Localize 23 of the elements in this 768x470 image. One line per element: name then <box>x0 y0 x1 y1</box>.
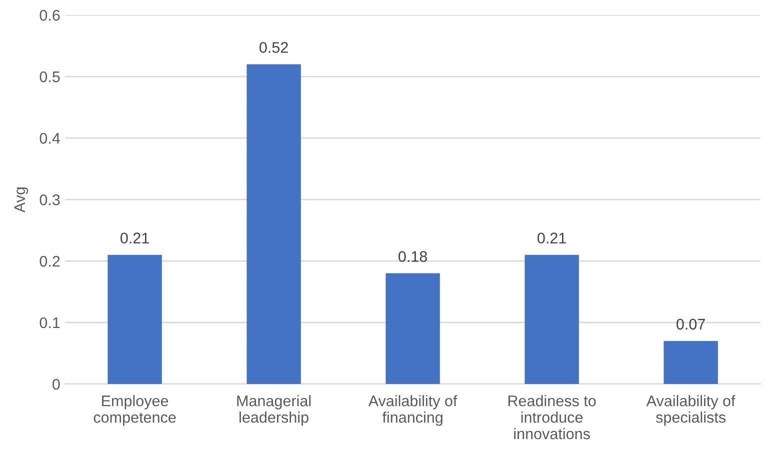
bar <box>246 64 301 384</box>
data-label: 0.52 <box>260 42 288 53</box>
bar <box>524 254 579 384</box>
y-tick-label: 0.5 <box>40 71 60 82</box>
bar <box>664 340 718 384</box>
data-label: 0.21 <box>120 232 149 244</box>
data-label: 0.21 <box>538 232 566 244</box>
y-tick-label: 0 <box>52 378 60 390</box>
x-tick-label: Availability of financing <box>368 395 458 426</box>
y-tick-label: 0.4 <box>40 132 60 144</box>
bar <box>386 273 440 384</box>
x-tick-label: Readiness to introduce innovations <box>508 395 596 440</box>
x-tick-label: Managerial leadership <box>237 395 311 426</box>
y-tick-label: 0.6 <box>40 10 60 21</box>
bar <box>108 254 162 384</box>
y-tick-label: 0.2 <box>40 256 60 267</box>
y-tick-label: 0.3 <box>40 194 60 206</box>
data-label: 0.18 <box>398 251 428 262</box>
y-tick-label: 0.1 <box>40 317 60 328</box>
data-label: 0.07 <box>676 318 705 330</box>
y-axis-title: Avg <box>14 187 28 213</box>
x-tick-label: Employee competence <box>94 395 176 426</box>
x-tick-label: Availability of specialists <box>646 395 736 426</box>
